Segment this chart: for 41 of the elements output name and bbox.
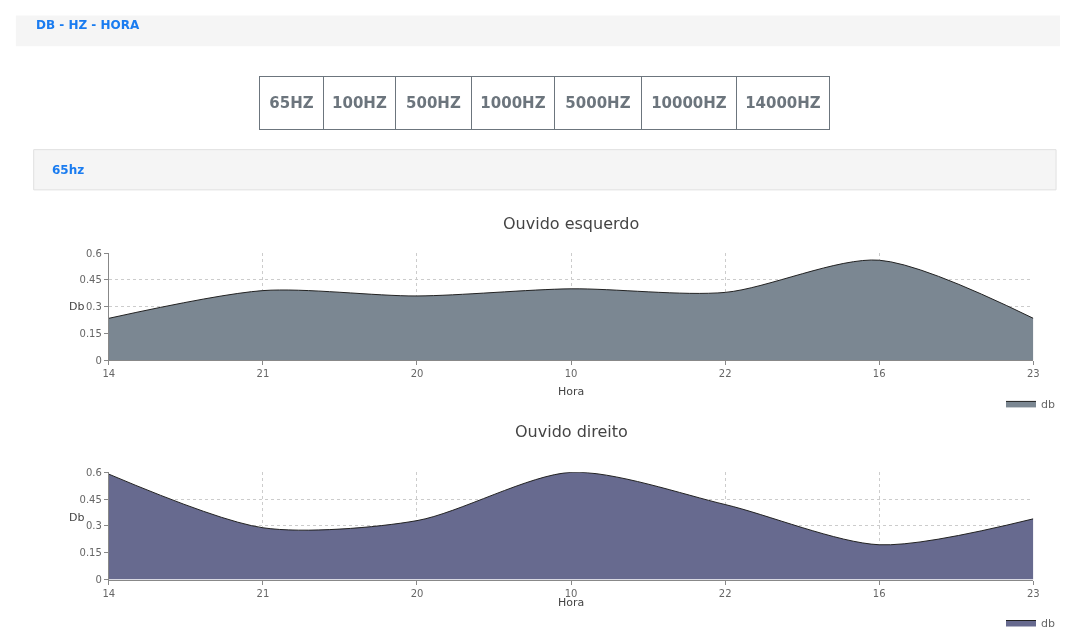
legend-label: db [1041, 397, 1055, 411]
text: 65HZ [269, 94, 314, 112]
y-axis-title: Db [69, 511, 85, 524]
y-tick-label: 0.6 [85, 466, 102, 478]
x-tick-label: 10 [564, 587, 578, 599]
y-tick-label: 0.15 [79, 547, 102, 559]
x-tick-label: 23 [1026, 368, 1040, 380]
y-tick-label: 0.45 [79, 493, 102, 505]
x-tick-label: 23 [1026, 587, 1040, 599]
x-axis-title: Hora [558, 385, 585, 398]
text: 5000HZ [565, 94, 631, 112]
chart-title: Ouvido esquerdo [503, 214, 640, 233]
x-tick-label: 20 [410, 368, 424, 380]
x-axis-title: Hora [558, 596, 585, 609]
x-tick-label: 14 [102, 368, 116, 380]
x-tick-label: 21 [256, 587, 270, 599]
text: DB - HZ - HORA [36, 18, 141, 32]
text: 100HZ [332, 94, 387, 112]
text: 500HZ [406, 94, 461, 112]
x-tick-label: 10 [564, 368, 578, 380]
x-tick-label: 16 [872, 368, 886, 380]
x-tick-label: 21 [256, 368, 270, 380]
text: 65hz [52, 163, 85, 177]
y-tick-label: 0 [95, 574, 102, 586]
x-tick-label: 14 [102, 587, 116, 599]
x-tick-label: 22 [718, 368, 732, 380]
chart-title: Ouvido direito [515, 422, 628, 441]
legend-label: db [1041, 616, 1055, 630]
x-tick-label: 22 [718, 587, 732, 599]
text: 10000HZ [651, 94, 727, 112]
text: 14000HZ [745, 94, 821, 112]
y-tick-label: 0 [95, 354, 102, 366]
x-tick-label: 20 [410, 587, 424, 599]
y-tick-label: 0.45 [79, 274, 102, 286]
y-tick-label: 0.3 [85, 520, 102, 532]
text: 1000HZ [480, 94, 546, 112]
y-tick-label: 0.3 [85, 301, 102, 313]
y-tick-label: 0.15 [79, 328, 102, 339]
y-tick-label: 0.6 [85, 247, 102, 259]
y-axis-title: Db [69, 300, 85, 313]
x-tick-label: 16 [872, 587, 886, 599]
